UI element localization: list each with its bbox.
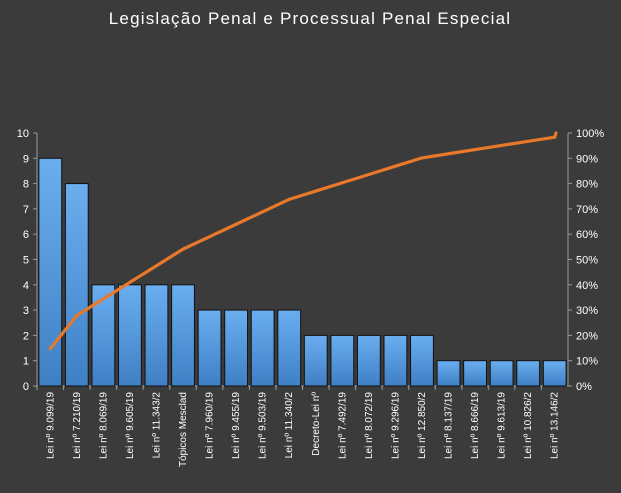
x-tick-label: Lei nº 8.069/19 — [98, 392, 109, 459]
bar — [171, 284, 195, 387]
y2-tick-label: 30% — [576, 305, 598, 317]
y-tick-label: 7 — [23, 204, 29, 216]
x-tick-label: Lei nº 12.850/2 — [417, 392, 428, 459]
bar — [436, 360, 461, 387]
x-tick-label: Lei nº 9.613/19 — [497, 392, 508, 459]
bar — [224, 309, 249, 387]
plot-area: 0123456789100%10%20%30%40%50%60%70%80%90… — [17, 128, 605, 467]
bar — [277, 309, 302, 387]
bar — [383, 334, 408, 387]
bar — [410, 334, 434, 387]
x-tick-label: Lei nº 9.296/19 — [390, 392, 401, 459]
bar — [38, 157, 63, 387]
y-tick-label: 1 — [23, 356, 29, 368]
bar — [542, 360, 567, 387]
y-tick-label: 6 — [23, 229, 29, 241]
x-tick-label: Lei nº 7.492/19 — [337, 392, 348, 459]
x-tick-label: Lei nº 11.343/2 — [151, 392, 162, 459]
cumulative-line-end — [553, 131, 558, 139]
bar — [356, 334, 381, 387]
x-tick-label: Lei nº 7.210/19 — [72, 392, 83, 459]
cumulative-line — [48, 135, 557, 351]
x-tick-label: Lei nº 9.099/19 — [45, 392, 56, 459]
x-tick-label: Lei nº 9.455/19 — [231, 392, 242, 459]
x-tick-label: Lei nº 13.146/2 — [550, 392, 561, 459]
y2-tick-label: 0% — [576, 381, 592, 393]
y2-tick-label: 80% — [576, 179, 598, 191]
y2-tick-label: 40% — [576, 280, 598, 292]
bar — [197, 309, 222, 387]
x-tick-label: Lei nº 8.072/19 — [364, 392, 375, 459]
x-tick-label: Decreto-Lei nº — [311, 392, 322, 456]
x-tick-label: Lei nº 9.503/19 — [258, 392, 269, 459]
x-tick-label: Lei nº 8.666/19 — [470, 392, 481, 459]
y2-tick-label: 10% — [576, 356, 598, 368]
y-tick-label: 3 — [23, 305, 29, 317]
bar — [463, 360, 487, 387]
y-tick-label: 9 — [23, 153, 29, 165]
y-tick-label: 0 — [23, 381, 29, 393]
bar — [144, 284, 169, 387]
x-tick-label: Lei nº 11.340/2 — [284, 392, 295, 459]
bar — [489, 360, 514, 387]
y-tick-label: 8 — [23, 179, 29, 191]
y-tick-label: 4 — [23, 280, 29, 292]
bar — [516, 360, 541, 387]
y2-tick-label: 60% — [576, 229, 598, 241]
bar — [118, 284, 142, 387]
y2-tick-label: 70% — [576, 204, 598, 216]
y2-tick-label: 100% — [576, 128, 604, 140]
y-tick-label: 10 — [17, 128, 29, 140]
y2-tick-label: 20% — [576, 330, 598, 342]
x-tick-label: Lei nº 8.137/19 — [444, 392, 455, 459]
y2-tick-label: 50% — [576, 255, 598, 267]
chart-title: Legislação Penal e Processual Penal Espe… — [109, 9, 511, 28]
x-tick-label: Lei nº 7.960/19 — [205, 392, 216, 459]
bar — [330, 334, 355, 387]
y-tick-label: 5 — [23, 255, 29, 267]
bar — [91, 284, 116, 387]
bar — [250, 309, 275, 387]
y2-tick-label: 90% — [576, 153, 598, 165]
x-tick-label: Tópicos Mesclad — [178, 392, 189, 467]
x-tick-label: Lei nº 9.605/19 — [125, 392, 136, 459]
bar — [303, 334, 328, 387]
x-tick-label: Lei nº 10.826/2 — [523, 392, 534, 459]
bar — [64, 183, 89, 387]
y-tick-label: 2 — [23, 330, 29, 342]
